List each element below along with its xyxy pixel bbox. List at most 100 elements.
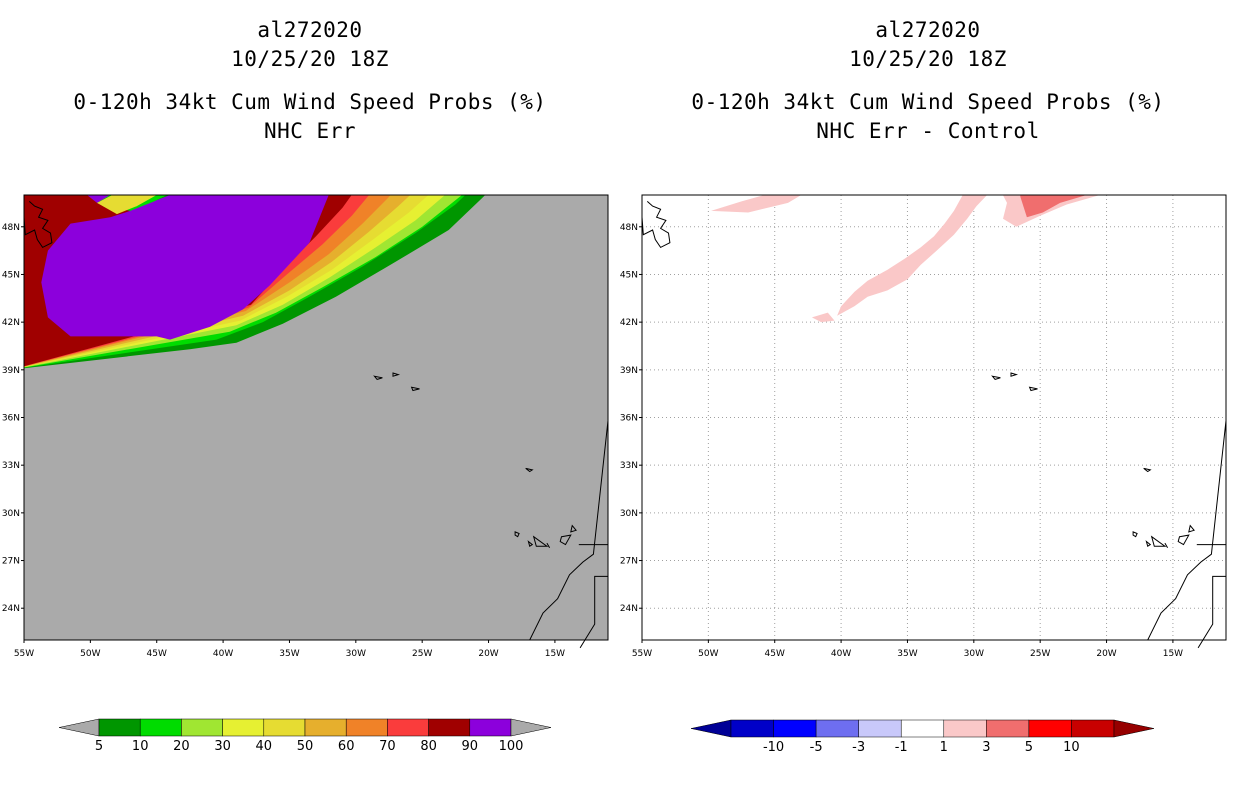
difference-band-1-to-3 (711, 195, 802, 213)
coast-island-azores3 (410, 386, 420, 392)
y-tick-label: 39N (620, 366, 638, 376)
x-tick-label: 55W (14, 649, 34, 659)
coast-africa (1147, 420, 1227, 641)
colorbar-swatch (858, 719, 902, 738)
coast-newfoundland (23, 201, 53, 249)
right-storm-id: al272020 (875, 18, 981, 42)
colorbar-swatch (1028, 719, 1072, 738)
probability-band-100 (41, 195, 329, 340)
colorbar-swatch (98, 718, 141, 737)
coast-island-canary1 (1132, 531, 1138, 538)
y-tick-label: 27N (2, 557, 20, 567)
coast-island-azores2 (392, 372, 401, 377)
coast-island-canary6 (570, 524, 577, 533)
right-datetime: 10/25/20 18Z (849, 47, 1007, 71)
x-tick-label: 55W (632, 649, 652, 659)
colorbar-label: 50 (297, 739, 314, 754)
y-tick-label: 45N (2, 270, 20, 280)
colorbar-swatch (304, 718, 347, 737)
border-line (579, 575, 608, 649)
y-tick-label: 27N (620, 557, 638, 567)
colorbar-left: 5 10 20 30 40 50 60 70 80 90 100 (58, 718, 552, 754)
colorbar-label: 10 (1063, 740, 1080, 755)
coast-island-madeira (525, 467, 534, 473)
colorbar-swatch (986, 719, 1030, 738)
difference-band-1-to-3 (811, 312, 835, 323)
coast-island-madeira (1143, 467, 1152, 473)
x-tick-label: 30W (964, 649, 984, 659)
coast-island-canary4 (1164, 542, 1169, 549)
right-panel-title: al272020 10/25/20 18Z 0-120h 34kt Cum Wi… (628, 16, 1228, 146)
y-tick-label: 39N (2, 366, 20, 376)
coastlines-left (23, 201, 609, 649)
x-tick-label: 20W (478, 649, 498, 659)
coast-island-canary2 (527, 540, 534, 547)
coastlines-right (641, 201, 1227, 649)
colorbar-label: 80 (420, 739, 437, 754)
coast-island-azores3 (1028, 386, 1038, 392)
colorbar-swatch (387, 718, 429, 737)
colorbar-under-arrow (690, 719, 732, 738)
left-panel-title: al272020 10/25/20 18Z 0-120h 34kt Cum Wi… (10, 16, 610, 146)
left-storm-id: al272020 (257, 18, 363, 42)
y-tick-label: 36N (2, 414, 20, 424)
coast-island-azores1 (373, 375, 383, 380)
colorbar-swatch (900, 719, 945, 738)
coast-island-canary3 (1150, 535, 1167, 547)
y-tick-label: 24N (620, 604, 638, 614)
coast-island-canary1 (514, 531, 520, 538)
colorbar-swatch (943, 719, 987, 738)
colorbar-swatch (1071, 719, 1115, 738)
border-line (1197, 575, 1226, 649)
probability-band-fringe (97, 195, 157, 215)
right-chart-subtitle: NHC Err - Control (816, 119, 1040, 143)
x-tick-label: 25W (412, 649, 432, 659)
right-plot-frame (641, 194, 1227, 641)
y-tick-label: 30N (620, 509, 638, 519)
x-tick-label: 25W (1030, 649, 1050, 659)
colorbar-label: 30 (214, 739, 231, 754)
x-tick-label: 35W (897, 649, 917, 659)
coast-island-canary5 (1177, 534, 1190, 546)
coast-island-azores1 (991, 375, 1001, 380)
colorbar-label: 40 (256, 739, 273, 754)
colorbar-label: 20 (173, 739, 190, 754)
colorbar-swatch (345, 718, 388, 737)
colorbar-swatch (428, 718, 471, 737)
y-tick-label: 36N (620, 414, 638, 424)
colorbar-swatch (222, 718, 265, 737)
colorbar-swatch (730, 719, 774, 738)
x-tick-label: 15W (545, 649, 565, 659)
colorbar-swatch (469, 718, 512, 737)
left-datetime: 10/25/20 18Z (231, 47, 389, 71)
x-tick-label: 40W (831, 649, 851, 659)
coast-island-canary4 (546, 542, 551, 549)
colorbar-swatch (815, 719, 859, 738)
y-tick-label: 42N (620, 318, 638, 328)
colorbar-label: -5 (810, 740, 823, 755)
coast-africa (529, 420, 609, 641)
colorbar-label: 90 (462, 739, 479, 754)
colorbar-over-arrow (510, 718, 552, 737)
y-tick-label: 33N (620, 461, 638, 471)
x-tick-label: 30W (346, 649, 366, 659)
left-chart-subtitle: NHC Err (263, 119, 356, 143)
x-tick-label: 40W (213, 649, 233, 659)
coast-newfoundland (641, 201, 671, 249)
colorbar-label: 100 (499, 739, 524, 754)
coast-island-canary6 (1188, 524, 1195, 533)
right-difference-field (711, 195, 1100, 323)
colorbar-right: -10 -5 -3 -1 1 3 5 10 (690, 719, 1155, 755)
y-tick-label: 33N (2, 461, 20, 471)
difference-band-3-to-5 (1020, 195, 1087, 218)
colorbar-label: -3 (852, 740, 865, 755)
y-tick-label: 30N (2, 509, 20, 519)
colorbar-label: 5 (95, 739, 103, 754)
colorbar-over-arrow (1113, 719, 1155, 738)
x-tick-label: 20W (1096, 649, 1116, 659)
coast-island-canary3 (532, 535, 549, 547)
x-tick-label: 15W (1163, 649, 1183, 659)
colorbar-swatch (139, 718, 182, 737)
y-tick-label: 42N (2, 318, 20, 328)
